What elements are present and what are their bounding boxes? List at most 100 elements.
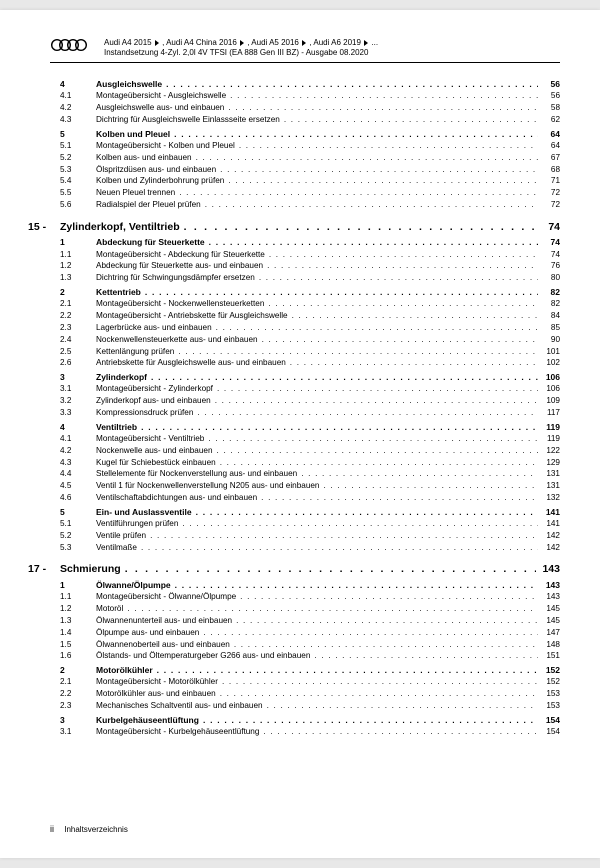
toc-entry-page: 145 — [538, 604, 560, 615]
toc-entry-page: 106 — [538, 384, 560, 395]
toc-section-row: 5Ein- und Auslassventile141 — [60, 507, 560, 518]
toc-entry-number: 5.4 — [60, 176, 96, 187]
toc-leader-dots — [269, 250, 538, 261]
toc-chapter-row: 17 -Schmierung143 — [60, 563, 560, 577]
toc-sub-row: 1.6Ölstands- und Öltemperaturgeber G266 … — [60, 651, 560, 662]
hdr-model-3: Audi A6 2019 — [313, 38, 361, 47]
toc-entry-number: 5.6 — [60, 200, 96, 211]
toc-sub-row: 1.4Ölpumpe aus- und einbauen147 — [60, 628, 560, 639]
toc-leader-dots — [228, 103, 538, 114]
toc-leader-dots — [145, 287, 538, 298]
toc-entry-page: 74 — [538, 221, 560, 235]
toc-entry-title: Montageübersicht - Antriebskette für Aus… — [96, 311, 292, 322]
toc-entry-title: Mechanisches Schaltventil aus- und einba… — [96, 701, 267, 712]
toc-section-row: 2Motorölkühler152 — [60, 665, 560, 676]
triangle-icon — [240, 40, 244, 46]
toc-sub-row: 2.2Montageübersicht - Antriebskette für … — [60, 311, 560, 322]
toc-entry-title: Montageübersicht - Kolben und Pleuel — [96, 141, 239, 152]
toc-entry-number: 1.4 — [60, 628, 96, 639]
toc-entry-number: 5.2 — [60, 531, 96, 542]
toc-entry-number: 2.3 — [60, 323, 96, 334]
toc-entry-number: 1.3 — [60, 273, 96, 284]
toc-entry-number: 1.2 — [60, 261, 96, 272]
toc-entry-title: Kugel für Schiebestück einbauen — [96, 458, 220, 469]
toc-entry-number: 5.5 — [60, 188, 96, 199]
toc-leader-dots — [263, 727, 538, 738]
toc-entry-page: 67 — [538, 153, 560, 164]
toc-leader-dots — [178, 347, 538, 358]
toc-entry-page: 90 — [538, 335, 560, 346]
toc-entry-title: Dichtring für Ausgleichswelle Einlasssei… — [96, 115, 284, 126]
toc-sub-row: 1.5Ölwannenoberteil aus- und einbauen148 — [60, 640, 560, 651]
toc-entry-page: 131 — [538, 469, 560, 480]
toc-entry-title: Ventile prüfen — [96, 531, 150, 542]
toc-sub-row: 5.6Radialspiel der Pleuel prüfen72 — [60, 200, 560, 211]
toc-entry-page: 62 — [538, 115, 560, 126]
toc-leader-dots — [215, 396, 538, 407]
toc-leader-dots — [239, 141, 538, 152]
toc-sub-row: 5.3Ventilmaße142 — [60, 543, 560, 554]
toc-entry-page: 142 — [538, 543, 560, 554]
hdr-model-0: Audi A4 2015 — [104, 38, 152, 47]
page: Audi A4 2015 , Audi A4 China 2016 , Audi… — [0, 10, 600, 858]
toc-entry-page: 147 — [538, 628, 560, 639]
toc-section-row: 3Zylinderkopf106 — [60, 372, 560, 383]
toc-entry-title: Kettentrieb — [96, 287, 145, 298]
toc-entry-number: 5 — [60, 507, 96, 518]
toc-entry-page: 85 — [538, 323, 560, 334]
toc-entry-title: Schmierung — [60, 563, 125, 577]
toc-entry-number: 4.1 — [60, 91, 96, 102]
toc-entry-title: Montageübersicht - Ölwanne/Ölpumpe — [96, 592, 240, 603]
toc-entry-number: 4.1 — [60, 434, 96, 445]
toc-entry-title: Radialspiel der Pleuel prüfen — [96, 200, 205, 211]
toc-entry-page: 148 — [538, 640, 560, 651]
toc-entry-number: 5.1 — [60, 519, 96, 530]
toc-leader-dots — [261, 493, 538, 504]
toc-leader-dots — [150, 531, 538, 542]
toc-sub-row: 4.4Stellelemente für Nockenverstellung a… — [60, 469, 560, 480]
toc-sub-row: 2.1Montageübersicht - Motorölkühler152 — [60, 677, 560, 688]
toc-leader-dots — [240, 592, 538, 603]
toc-entry-title: Nockenwelle aus- und einbauen — [96, 446, 217, 457]
toc-entry-page: 56 — [538, 79, 560, 90]
hdr-model-4: ... — [371, 38, 378, 47]
toc-entry-page: 58 — [538, 103, 560, 114]
toc-entry-number: 1.5 — [60, 640, 96, 651]
toc-entry-number: 5 — [60, 129, 96, 140]
toc-leader-dots — [208, 434, 538, 445]
toc-sub-row: 3.1Montageübersicht - Kurbelgehäuseentlü… — [60, 727, 560, 738]
toc-entry-title: Kolben und Zylinderbohrung prüfen — [96, 176, 228, 187]
toc-entry-page: 101 — [538, 347, 560, 358]
toc-entry-page: 64 — [538, 129, 560, 140]
toc-entry-title: Motoröl — [96, 604, 127, 615]
toc-entry-page: 82 — [538, 299, 560, 310]
toc-leader-dots — [228, 176, 538, 187]
toc-sub-row: 2.3Mechanisches Schaltventil aus- und ei… — [60, 701, 560, 712]
toc-sub-row: 5.2Kolben aus- und einbauen67 — [60, 153, 560, 164]
toc-leader-dots — [267, 261, 538, 272]
toc-leader-dots — [205, 200, 538, 211]
toc-sub-row: 2.2Motorölkühler aus- und einbauen153 — [60, 689, 560, 700]
toc-entry-number: 2.1 — [60, 677, 96, 688]
toc-sub-row: 1.2Abdeckung für Steuerkette aus- und ei… — [60, 261, 560, 272]
toc-leader-dots — [166, 79, 538, 90]
toc-leader-dots — [236, 616, 538, 627]
toc-entry-page: 153 — [538, 701, 560, 712]
toc-leader-dots — [259, 273, 538, 284]
toc-entry-page: 119 — [538, 422, 560, 433]
toc-sub-row: 2.6Antriebskette für Ausgleichswelle aus… — [60, 358, 560, 369]
toc-entry-number: 4.2 — [60, 103, 96, 114]
toc-leader-dots — [151, 372, 538, 383]
page-footer: ii Inhaltsverzeichnis — [50, 824, 128, 836]
toc-entry-title: Ventilmaße — [96, 543, 141, 554]
toc-leader-dots — [230, 91, 538, 102]
toc-entry-title: Abdeckung für Steuerkette aus- und einba… — [96, 261, 267, 272]
toc-leader-dots — [209, 237, 538, 248]
header-models-line: Audi A4 2015 , Audi A4 China 2016 , Audi… — [104, 38, 378, 48]
toc-entry-number: 2.1 — [60, 299, 96, 310]
toc-entry-title: Ölspritzdüsen aus- und einbauen — [96, 165, 220, 176]
toc-entry-number: 4 — [60, 79, 96, 90]
toc-leader-dots — [203, 628, 538, 639]
toc-entry-number: 1 — [60, 237, 96, 248]
toc-leader-dots — [220, 689, 538, 700]
